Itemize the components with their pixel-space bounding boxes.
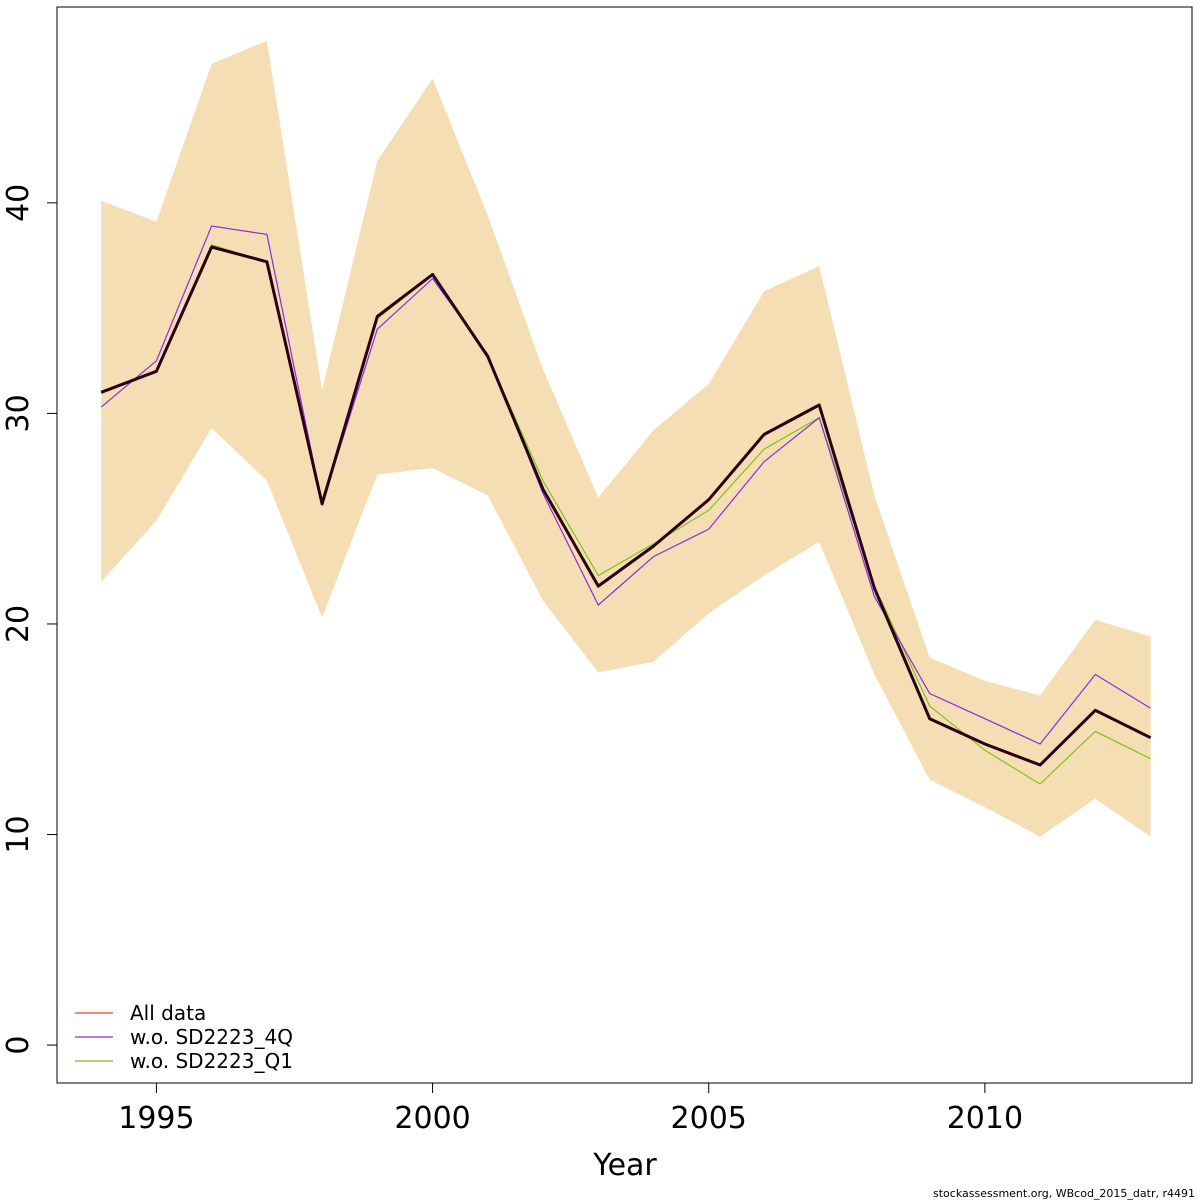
x-tick-label: 2005	[671, 1101, 747, 1136]
legend-label: All data	[130, 1001, 206, 1025]
y-tick-label: 10	[1, 815, 36, 853]
confidence-band	[101, 40, 1151, 837]
x-axis: 1995 2000 2005 2010	[118, 1082, 1023, 1136]
legend-label: w.o. SD2223_4Q	[130, 1025, 293, 1049]
estimate-line	[100, 245, 1152, 767]
x-tick-label: 2010	[947, 1101, 1023, 1136]
footer-credit: stockassessment.org, WBcod_2015_datr, r4…	[933, 1187, 1195, 1200]
x-tick-label: 1995	[118, 1101, 194, 1136]
x-axis-title: Year	[592, 1148, 657, 1183]
legend-label: w.o. SD2223_Q1	[130, 1049, 293, 1073]
y-tick-label: 0	[1, 1036, 36, 1055]
y-tick-label: 40	[1, 184, 36, 222]
y-axis: 0 10 20 30 40	[1, 184, 58, 1055]
y-tick-label: 20	[1, 605, 36, 643]
series-layer	[100, 225, 1152, 785]
series-line-1	[100, 225, 1151, 745]
x-tick-label: 2000	[394, 1101, 470, 1136]
y-tick-label: 30	[1, 394, 36, 432]
confidence-band-layer	[101, 40, 1151, 837]
